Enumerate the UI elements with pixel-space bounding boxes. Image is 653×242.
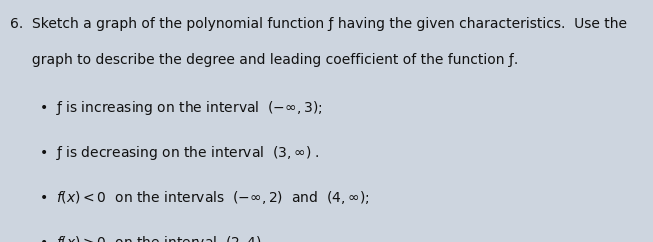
- Text: 6.  Sketch a graph of the polynomial function ƒ having the given characteristics: 6. Sketch a graph of the polynomial func…: [10, 17, 627, 31]
- Text: •  ƒ is increasing on the interval  $(-\infty, 3)$;: • ƒ is increasing on the interval $(-\in…: [39, 99, 323, 117]
- Text: •  $f(x) < 0$  on the intervals  $(-\infty, 2)$  and  $(4, \infty)$;: • $f(x) < 0$ on the intervals $(-\infty,…: [39, 189, 370, 206]
- Text: •  ƒ is decreasing on the interval  $(3, \infty)$ .: • ƒ is decreasing on the interval $(3, \…: [39, 144, 320, 162]
- Text: graph to describe the degree and leading coefficient of the function ƒ.: graph to describe the degree and leading…: [10, 53, 518, 67]
- Text: •  $f(x) > 0$  on the interval  $(2, 4)$ .: • $f(x) > 0$ on the interval $(2, 4)$ .: [39, 234, 270, 242]
